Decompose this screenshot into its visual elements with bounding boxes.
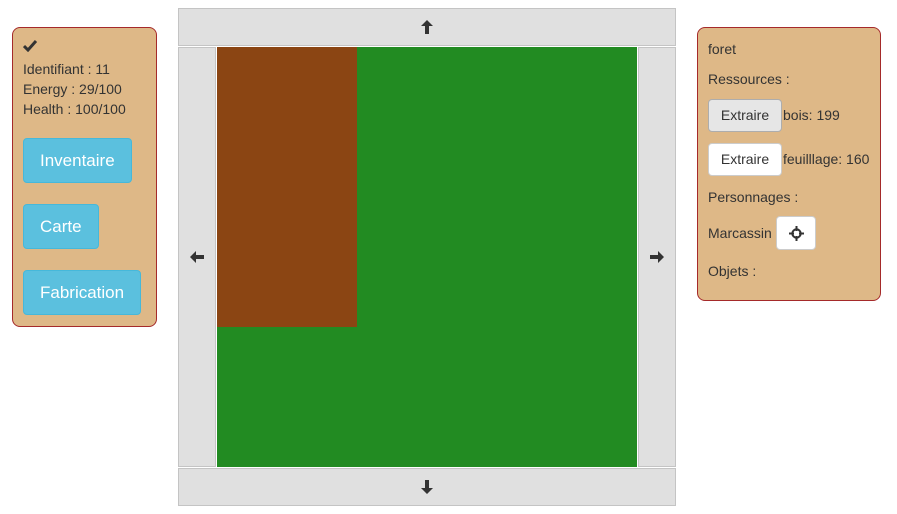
characters-title: Personnages : xyxy=(708,189,799,205)
arrow-right-icon xyxy=(650,251,664,263)
player-energy: Energy : 29/100 xyxy=(23,81,122,97)
resource-bois-label: bois: 199 xyxy=(783,107,840,123)
move-down-button[interactable] xyxy=(178,468,676,506)
inventaire-button[interactable]: Inventaire xyxy=(23,138,132,183)
location-panel: foret Ressources : Extraire bois: 199 Ex… xyxy=(697,27,881,301)
player-health: Health : 100/100 xyxy=(23,101,126,117)
carte-button[interactable]: Carte xyxy=(23,204,99,249)
resource-feuillage-label: feuilllage: 160 xyxy=(783,151,870,167)
move-right-button[interactable] xyxy=(638,47,676,467)
resources-title: Ressources : xyxy=(708,71,790,87)
map-tile xyxy=(217,47,357,327)
character-target-button[interactable] xyxy=(776,216,816,250)
extract-bois-button[interactable]: Extraire xyxy=(708,99,782,132)
arrow-up-icon xyxy=(421,20,433,34)
arrow-down-icon xyxy=(421,480,433,494)
fabrication-button[interactable]: Fabrication xyxy=(23,270,142,315)
move-up-button[interactable] xyxy=(178,8,676,46)
check-icon xyxy=(22,39,38,56)
character-name: Marcassin xyxy=(708,225,772,241)
player-id: Identifiant : 11 xyxy=(23,61,110,77)
player-panel: Identifiant : 11 Energy : 29/100 Health … xyxy=(12,27,157,327)
map-view xyxy=(217,47,637,467)
arrow-left-icon xyxy=(190,251,204,263)
move-left-button[interactable] xyxy=(178,47,216,467)
extract-feuillage-button[interactable]: Extraire xyxy=(708,143,782,176)
objects-title: Objets : xyxy=(708,263,757,279)
location-name: foret xyxy=(708,41,737,57)
crosshair-icon xyxy=(789,226,804,241)
